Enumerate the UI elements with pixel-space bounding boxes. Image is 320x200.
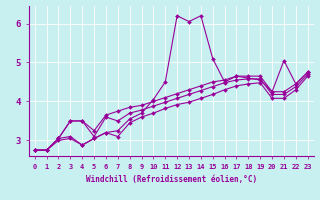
X-axis label: Windchill (Refroidissement éolien,°C): Windchill (Refroidissement éolien,°C) xyxy=(86,175,257,184)
